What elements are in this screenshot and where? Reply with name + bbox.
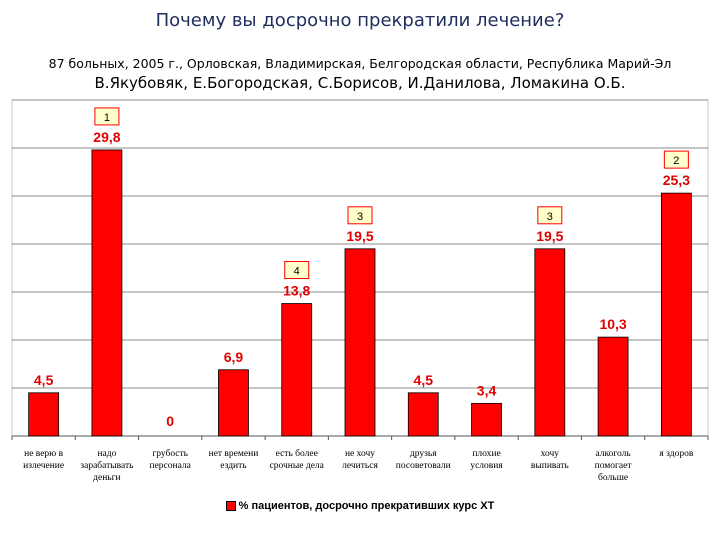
data-label: 3,4 bbox=[477, 382, 497, 398]
category-label: ездить bbox=[220, 461, 247, 471]
category-label: зарабатывать bbox=[80, 460, 134, 471]
bar bbox=[344, 248, 376, 437]
category-label: плохие bbox=[472, 449, 500, 459]
chart-title: Почему вы досрочно прекратили лечение? bbox=[155, 10, 565, 31]
category-label: я здоров bbox=[659, 449, 693, 459]
bar bbox=[28, 392, 60, 437]
annotation-box bbox=[94, 107, 120, 126]
category-label: условия bbox=[470, 461, 503, 471]
data-label: 0 bbox=[166, 413, 174, 429]
category-label: излечение bbox=[23, 461, 64, 471]
data-label: 25,3 bbox=[663, 172, 690, 188]
data-label: 29,8 bbox=[93, 129, 120, 145]
annotation-label: 3 bbox=[547, 211, 553, 223]
category-label: друзья bbox=[410, 449, 437, 459]
annotation-label: 1 bbox=[104, 112, 110, 124]
bar bbox=[218, 369, 249, 437]
bar bbox=[597, 336, 629, 437]
legend-swatch bbox=[225, 501, 236, 512]
data-label: 10,3 bbox=[599, 316, 626, 332]
bar bbox=[534, 248, 566, 437]
data-label: 13,8 bbox=[283, 283, 310, 299]
category-label: выпивать bbox=[531, 461, 570, 471]
annotation-label: 3 bbox=[357, 211, 363, 223]
legend-label: % пациентов, досрочно прекративших курс … bbox=[238, 500, 495, 513]
category-label: помогает bbox=[595, 461, 633, 471]
category-label: не хочу bbox=[345, 449, 375, 459]
category-label: надо bbox=[97, 449, 116, 459]
bar bbox=[471, 402, 502, 437]
category-label: не верю в bbox=[24, 449, 64, 459]
data-label: 6,9 bbox=[224, 349, 244, 365]
chart-authors: В.Якубовяк, Е.Богородская, С.Борисов, И.… bbox=[94, 74, 626, 92]
category-label: грубость bbox=[152, 448, 188, 459]
annotation-label: 4 bbox=[294, 266, 300, 278]
category-label: персонала bbox=[150, 461, 192, 471]
annotation-box bbox=[663, 150, 689, 169]
category-label: хочу bbox=[541, 449, 560, 459]
category-label: деньги bbox=[93, 473, 120, 483]
category-label: больше bbox=[598, 472, 628, 483]
category-label: алкоголь bbox=[595, 449, 631, 459]
bar bbox=[91, 149, 123, 437]
category-label: лечиться bbox=[342, 461, 378, 471]
annotation-box bbox=[347, 206, 373, 225]
category-label: есть более bbox=[276, 448, 318, 459]
data-label: 4,5 bbox=[414, 372, 434, 388]
bar bbox=[281, 303, 313, 437]
data-label: 4,5 bbox=[34, 372, 54, 388]
annotation-label: 2 bbox=[673, 155, 679, 167]
annotation-box bbox=[537, 206, 563, 225]
data-label: 19,5 bbox=[536, 228, 563, 244]
category-label: срочные дела bbox=[270, 461, 325, 471]
annotation-box bbox=[284, 261, 310, 280]
data-label: 19,5 bbox=[346, 228, 373, 244]
category-label: нет времени bbox=[209, 449, 259, 459]
bar bbox=[660, 192, 692, 437]
chart-subtitle: 87 больных, 2005 г., Орловская, Владимир… bbox=[48, 56, 672, 71]
bar bbox=[407, 392, 439, 437]
category-label: посоветовали bbox=[396, 461, 451, 471]
chart-legend: % пациентов, досрочно прекративших курс … bbox=[0, 500, 720, 512]
